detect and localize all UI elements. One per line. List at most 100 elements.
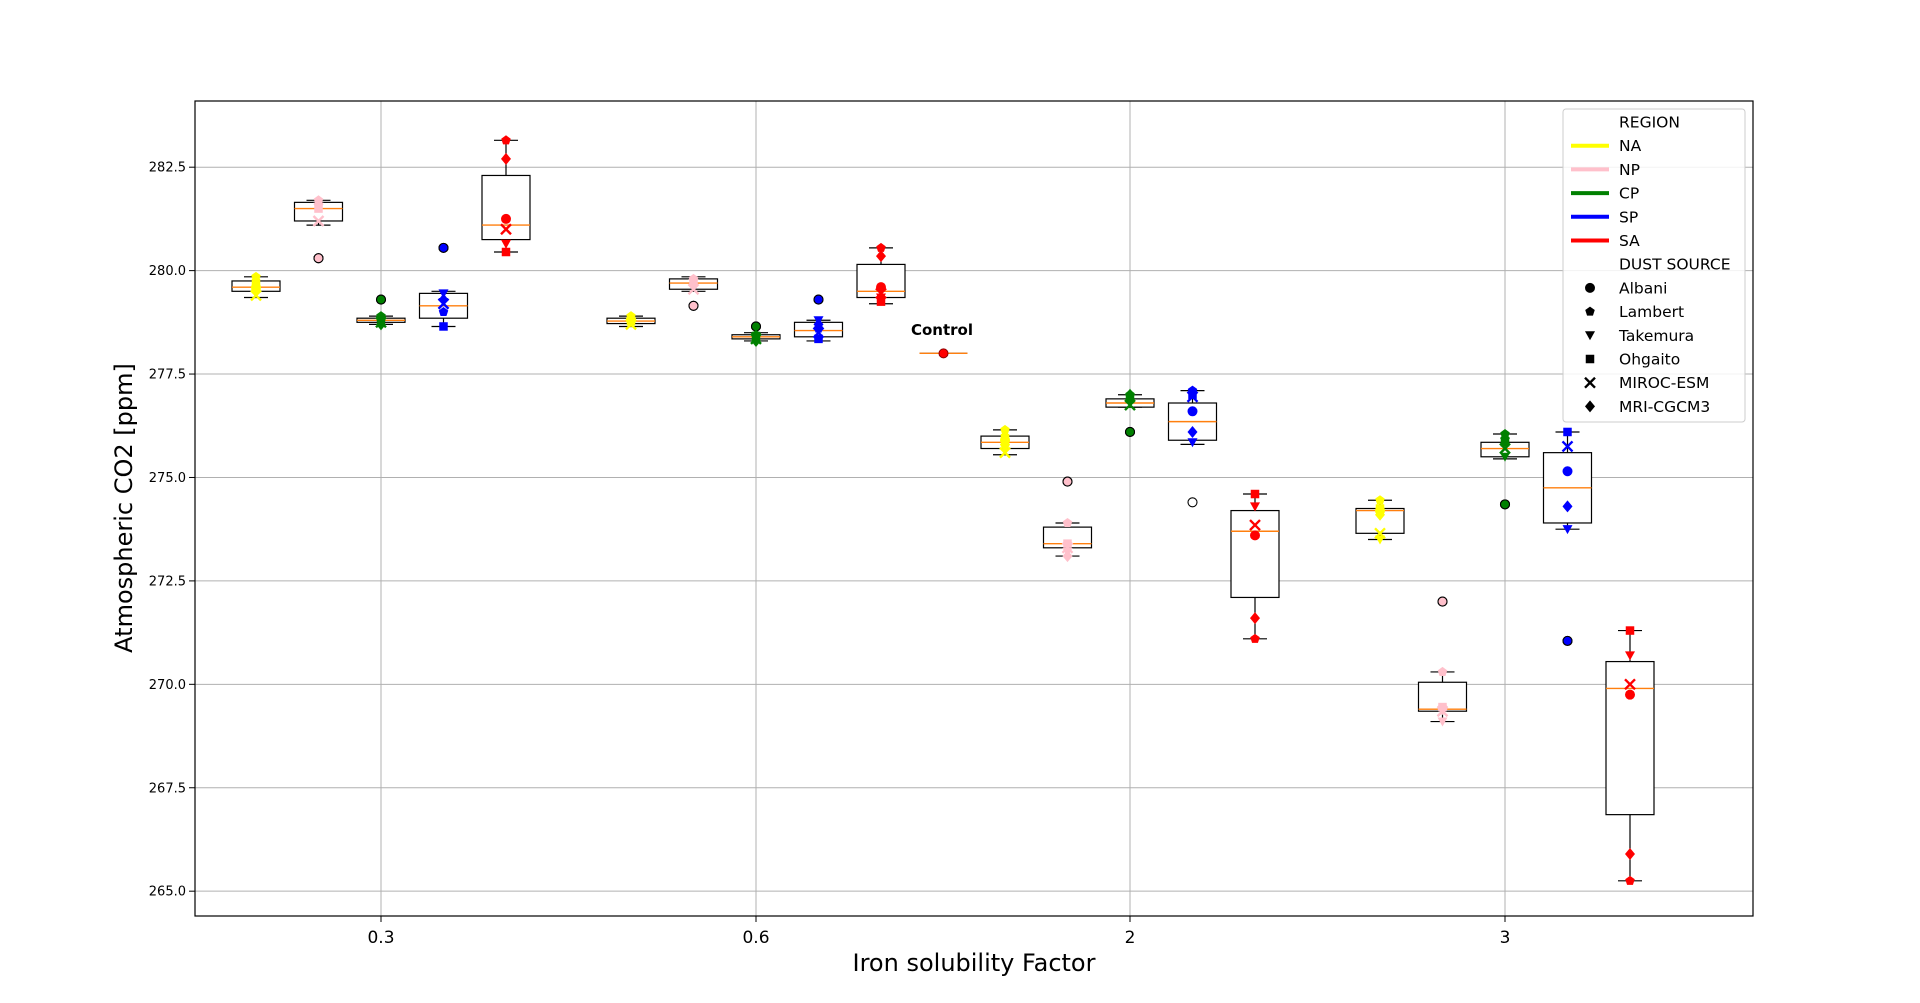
- mri-cgcm3-marker: [1250, 612, 1260, 625]
- miroc-esm-marker: [312, 215, 325, 227]
- lambert-marker: [1437, 666, 1448, 676]
- mri-cgcm3-marker: [688, 279, 699, 292]
- y-tick-label: 282.5: [149, 161, 186, 176]
- lambert-marker: [251, 271, 261, 281]
- mri-cgcm3-marker: [501, 152, 511, 165]
- mri-cgcm3-marker: [438, 293, 449, 306]
- y-tick-label: 272.5: [149, 574, 186, 589]
- outlier-ring: [1437, 596, 1448, 607]
- albani-marker: [1585, 282, 1595, 293]
- albani-marker: [501, 213, 511, 224]
- miroc-esm-stroke: [1374, 527, 1386, 540]
- points-0_3-np: [312, 195, 325, 264]
- points-0_6-na: [625, 311, 637, 331]
- lambert-marker: [1250, 633, 1260, 643]
- outlier-ring: [1124, 426, 1136, 438]
- x-axis-ticks: 0.3 0.6 2 3: [367, 916, 1510, 948]
- miroc-esm-stroke: [999, 446, 1011, 459]
- miroc-esm-marker: [1061, 541, 1074, 554]
- ohgaito-marker: [501, 247, 511, 257]
- ohgaito-marker: [1625, 626, 1635, 635]
- miroc-esm-marker: [1624, 678, 1636, 691]
- points-0_6-sa: [875, 242, 887, 306]
- miroc-esm-marker: [250, 289, 262, 302]
- outlier-ring: [813, 294, 824, 305]
- miroc-esm-marker: [1499, 442, 1511, 455]
- ohgaito-marker: [1563, 427, 1572, 437]
- takemura-marker: [1187, 438, 1198, 448]
- miroc-esm-stroke: [1584, 376, 1596, 389]
- albani-marker: [376, 295, 386, 304]
- points-3-sa: [1624, 626, 1636, 885]
- mri-cgcm3-marker: [1000, 438, 1010, 451]
- x-tick-label: 0.6: [742, 928, 769, 948]
- points-2-sp: [1186, 385, 1199, 448]
- miroc-esm-stroke: [1124, 399, 1136, 411]
- albani-marker: [1125, 427, 1135, 437]
- miroc-esm-marker: [875, 287, 887, 300]
- y-tick-label: 277.5: [149, 368, 186, 383]
- outlier-ring: [1499, 499, 1511, 510]
- mri-cgcm3-marker: [1625, 847, 1635, 860]
- mri-cgcm3-marker: [751, 334, 761, 347]
- x-tick-label: 0.3: [367, 928, 394, 948]
- points-0_6-cp: [750, 321, 762, 347]
- albani-marker: [814, 295, 823, 304]
- x-tick-label: 2: [1125, 928, 1136, 948]
- box-3-sa: [1605, 629, 1655, 882]
- legend-np-label: NP: [1619, 161, 1640, 179]
- plot-background: [195, 101, 1753, 916]
- miroc-esm-marker: [1561, 440, 1574, 453]
- albani-marker: [1063, 477, 1072, 486]
- lambert-marker: [1625, 875, 1635, 885]
- ohgaito-marker: [1188, 390, 1197, 399]
- mri-cgcm3-marker: [876, 250, 886, 263]
- legend-mri-cgcm3-label: MRI-CGCM3: [1619, 398, 1710, 416]
- legend-na-label: NA: [1619, 137, 1642, 155]
- outlier-flier: [1187, 497, 1198, 508]
- miroc-esm-marker: [812, 326, 825, 339]
- mri-cgcm3-marker: [376, 318, 386, 331]
- albani-marker: [1563, 636, 1572, 646]
- mri-cgcm3-marker: [1500, 432, 1510, 445]
- points-2-cp: [1124, 388, 1136, 438]
- miroc-esm-marker: [625, 318, 637, 331]
- mri-cgcm3-marker: [1375, 508, 1385, 521]
- legend-frame: [1562, 108, 1746, 423]
- outlier-ring: [688, 300, 699, 311]
- takemura-marker: [1585, 331, 1595, 341]
- y-axis-ticks: 265.0 267.5 270.0 272.5 275.0 277.5 280.0 282.5: [149, 161, 195, 900]
- legend-takemura-label: Takemura: [1618, 327, 1694, 345]
- points-3-cp: [1499, 429, 1511, 510]
- points-0_6-sp: [812, 294, 825, 344]
- y-tick-label: 275.0: [149, 471, 186, 486]
- albani-marker: [1438, 597, 1447, 606]
- mri-cgcm3-marker: [1562, 500, 1573, 513]
- points-0_3-cp: [375, 294, 387, 331]
- miroc-esm-stroke: [250, 289, 262, 302]
- legend-region-title: REGION: [1619, 114, 1680, 132]
- albani-marker: [1500, 500, 1510, 509]
- ohgaito-marker: [376, 313, 386, 323]
- albani-marker: [1625, 689, 1635, 700]
- ohgaito-marker: [1063, 539, 1072, 548]
- ohgaito-marker: [814, 334, 823, 344]
- miroc-esm-marker: [1186, 390, 1199, 403]
- points-3-sp: [1561, 427, 1574, 646]
- points-2-sa: [1249, 489, 1261, 643]
- points-0_6-np: [687, 273, 700, 311]
- ohgaito-marker: [876, 297, 886, 306]
- albani-marker: [1562, 466, 1573, 477]
- mri-cgcm3-marker: [626, 312, 636, 325]
- y-tick-label: 265.0: [149, 885, 186, 900]
- lambert-marker: [876, 242, 886, 252]
- miroc-esm-stroke: [1186, 390, 1199, 403]
- control-marker: [919, 348, 968, 359]
- y-tick-label: 270.0: [149, 678, 186, 693]
- legend-sp-label: SP: [1619, 208, 1638, 226]
- legend-cp-label: CP: [1619, 185, 1639, 203]
- miroc-esm-stroke: [625, 318, 637, 331]
- grid-lines: [195, 101, 1753, 916]
- mri-cgcm3-marker: [1125, 388, 1135, 401]
